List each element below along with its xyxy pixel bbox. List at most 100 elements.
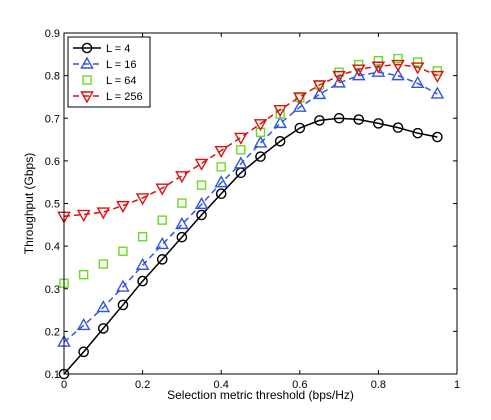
data-point-l-64-4 [137, 232, 148, 242]
data-point-l-256-8 [214, 145, 228, 159]
data-point-l-4-13 [314, 115, 325, 126]
data-point-l-16-13 [312, 86, 327, 100]
data-point-l-256-17 [391, 59, 405, 72]
legend-entry-l-16: L = 16 [73, 56, 136, 71]
series-line-l-16 [63, 71, 438, 343]
data-point-l-64-6 [177, 198, 187, 208]
data-point-l-16-6 [175, 216, 189, 230]
data-point-l-4-19 [432, 131, 443, 143]
y-tick-label: 0.3 [45, 284, 60, 296]
data-point-l-256-11 [273, 105, 287, 118]
data-point-l-16-7 [194, 196, 209, 210]
data-point-l-256-4 [135, 193, 150, 206]
legend-marker [80, 91, 94, 104]
x-tick-label: 0.8 [371, 379, 386, 391]
data-point-l-16-4 [135, 257, 150, 271]
data-point-l-16-18 [410, 75, 425, 88]
data-point-l-16-12 [293, 99, 307, 112]
data-point-l-64-10 [255, 127, 266, 138]
y-tick-label: 0.2 [45, 326, 60, 338]
data-point-l-4-4 [137, 275, 148, 287]
data-point-l-16-9 [234, 156, 248, 169]
data-point-l-256-19 [430, 70, 445, 84]
y-tick-label: 0.4 [45, 241, 60, 253]
data-point-l-16-1 [76, 317, 91, 331]
y-tick-label: 0.6 [45, 156, 60, 168]
data-point-l-64-16 [373, 56, 384, 66]
data-point-l-64-8 [216, 162, 226, 172]
data-point-l-16-16 [371, 64, 386, 77]
data-point-l-256-18 [410, 62, 425, 75]
series-l-4 [58, 112, 443, 380]
data-point-l-16-3 [116, 279, 130, 292]
y-tick-label: 0.7 [45, 113, 60, 125]
legend-label: L = 4 [106, 43, 130, 55]
series-l-16 [57, 64, 445, 347]
legend-marker [82, 75, 92, 85]
data-point-l-4-2 [98, 323, 109, 334]
data-point-l-16-17 [391, 68, 405, 81]
y-tick-label: 0.1 [45, 369, 60, 381]
data-point-l-4-1 [78, 346, 89, 358]
data-point-l-256-6 [175, 171, 189, 184]
legend: L = 4 L = 16 L = 64 L = 256 [67, 36, 151, 108]
data-point-l-64-1 [78, 269, 89, 280]
data-point-l-4-11 [274, 135, 286, 147]
legend-marker [81, 42, 93, 54]
data-point-l-64-9 [236, 145, 246, 155]
data-point-l-4-12 [294, 122, 306, 134]
data-point-l-16-2 [96, 300, 111, 313]
data-point-l-4-8 [215, 188, 227, 199]
data-point-l-256-10 [253, 119, 268, 132]
legend-entry-l-64: L = 64 [82, 75, 136, 87]
data-point-l-4-7 [196, 209, 207, 221]
data-point-l-64-7 [196, 180, 207, 190]
data-point-l-4-3 [117, 299, 129, 311]
data-point-l-64-3 [118, 246, 128, 256]
data-point-l-4-6 [176, 231, 188, 243]
data-point-l-256-2 [96, 207, 111, 220]
data-point-l-256-13 [312, 80, 327, 93]
legend-entry-l-4: L = 4 [73, 42, 130, 55]
data-point-l-256-14 [332, 70, 346, 84]
data-point-l-16-8 [214, 175, 228, 188]
axis-ticks: 0 0.2 0.4 0.6 0.8 1 0.1 0.2 0.3 0.4 0.5 0.6 0.7 0.8 0.… [45, 28, 460, 391]
x-tick-label: 0.4 [214, 379, 229, 391]
data-layer [57, 53, 445, 380]
data-point-l-256-16 [371, 61, 386, 74]
legend-label: L = 64 [106, 75, 136, 87]
data-point-l-4-5 [156, 254, 168, 265]
data-point-l-256-9 [234, 132, 248, 145]
data-point-l-4-17 [392, 122, 404, 133]
data-point-l-256-1 [76, 209, 91, 223]
x-tick-label: 0 [61, 379, 67, 391]
data-point-l-4-10 [255, 151, 266, 162]
x-tick-label: 0.2 [135, 379, 150, 391]
data-point-l-256-12 [293, 92, 307, 105]
series-l-256 [57, 59, 445, 224]
data-point-l-16-14 [332, 75, 346, 88]
data-point-l-16-10 [253, 135, 268, 148]
data-point-l-4-14 [333, 112, 345, 124]
data-point-l-4-15 [353, 114, 365, 125]
data-point-l-256-5 [155, 183, 170, 196]
data-point-l-16-15 [351, 68, 366, 81]
data-point-l-16-11 [273, 115, 287, 129]
data-point-l-64-18 [413, 57, 423, 67]
data-point-l-4-16 [373, 118, 384, 129]
y-tick-label: 0.8 [45, 71, 60, 83]
x-tick-label: 1 [454, 379, 460, 391]
data-point-l-64-17 [393, 53, 403, 64]
data-point-l-256-15 [351, 64, 366, 77]
legend-label: L = 256 [106, 91, 143, 103]
data-point-l-64-2 [98, 259, 109, 269]
x-axis-label: Selection metric threshold (bps/Hz) [167, 388, 354, 402]
data-point-l-256-3 [116, 200, 130, 214]
data-point-l-16-5 [155, 236, 170, 250]
data-point-l-256-7 [194, 158, 209, 171]
data-point-l-4-18 [412, 127, 424, 139]
data-point-l-16-19 [430, 86, 445, 99]
y-tick-label: 0.9 [45, 28, 60, 40]
y-axis-label: Throughput (Gbps) [22, 153, 36, 254]
